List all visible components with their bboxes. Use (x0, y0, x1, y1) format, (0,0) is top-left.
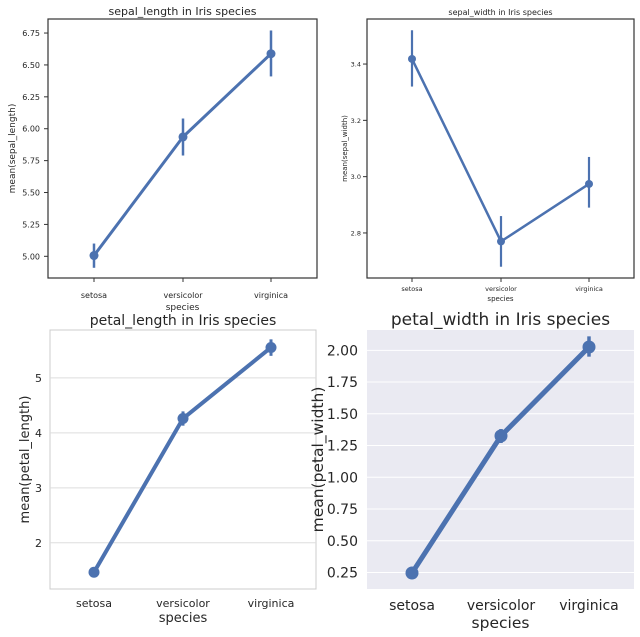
data-point (88, 566, 100, 578)
data-point (178, 132, 188, 142)
y-tick-label: 3.0 (351, 173, 361, 181)
chart-title: petal_width in Iris species (391, 310, 610, 330)
y-tick-label: 5.00 (22, 252, 40, 261)
y-tick-label: 0.25 (327, 565, 358, 581)
y-tick-label: 4 (35, 427, 42, 440)
y-tick-label: 1.50 (327, 407, 358, 423)
data-point (408, 54, 416, 63)
subplot-1: 5.00 5.25 5.50 5.75 6.00 6.25 6.50 6.75 setosa ve… (8, 5, 318, 313)
y-tick-label: 5.75 (22, 157, 40, 166)
y-tick-label: 5.50 (22, 189, 40, 198)
chart-title: sepal_length in Iris species (109, 5, 257, 18)
x-axis-label: species (159, 611, 208, 626)
x-axis-label: species (487, 295, 513, 303)
subplot-3: 2 3 4 5 setosa versicolor virginica petal_lengt… (18, 313, 317, 626)
x-tick-label: setosa (81, 291, 107, 300)
y-tick-label: 2.00 (327, 343, 358, 359)
data-point (177, 413, 189, 425)
x-tick-label: versicolor (485, 285, 517, 293)
y-tick-label: 2.8 (351, 229, 361, 237)
y-tick-label: 0.50 (327, 534, 358, 550)
x-axis-label: species (472, 614, 530, 632)
x-tick-label: setosa (76, 597, 112, 610)
y-tick-label: 3.2 (351, 117, 361, 125)
data-point (497, 237, 505, 246)
x-axis-label: species (166, 303, 200, 313)
x-tick-label: setosa (389, 598, 435, 614)
plot-area (367, 330, 634, 589)
y-tick-label: 5 (35, 372, 42, 385)
y-tick-label: 6.00 (22, 125, 40, 134)
data-point (494, 429, 508, 443)
y-tick-label: 1.00 (327, 470, 358, 486)
data-point (266, 49, 276, 59)
y-tick-label: 5.25 (22, 220, 40, 229)
y-tick-label: 6.75 (22, 29, 40, 38)
data-point (585, 179, 593, 188)
x-tick-label: setosa (401, 285, 422, 293)
data-point (265, 341, 277, 353)
plot-area (49, 329, 317, 590)
y-axis-label: mean(sepal_width) (341, 115, 349, 182)
y-tick-label: 2 (35, 537, 42, 550)
y-tick-label: 3 (35, 482, 42, 495)
y-axis-label: mean(petal_length) (18, 396, 33, 524)
x-tick-label: versicolor (467, 598, 536, 614)
x-tick-label: virginica (575, 285, 603, 293)
y-tick-label: 1.75 (327, 375, 358, 391)
y-tick-label: 0.75 (327, 502, 358, 518)
data-point (89, 251, 99, 261)
y-tick-label: 6.50 (22, 61, 40, 70)
x-tick-label: virginica (254, 291, 288, 300)
y-tick-label: 3.4 (351, 61, 361, 69)
data-point (582, 340, 596, 354)
data-point (405, 566, 419, 580)
chart-title: petal_length in Iris species (90, 313, 277, 329)
y-tick-label: 1.25 (327, 439, 358, 455)
y-tick-label: 6.25 (22, 93, 40, 102)
x-tick-label: virginica (248, 597, 295, 610)
subplot-4: 0.25 0.50 0.75 1.00 1.25 1.50 1.75 2.00 setosa ve… (309, 310, 634, 632)
x-tick-label: virginica (559, 598, 619, 614)
chart-title: sepal_width in Iris species (448, 8, 552, 17)
x-tick-label: versicolor (156, 597, 210, 610)
subplot-2: 2.8 3.0 3.2 3.4 setosa versicolor virginica sep… (341, 8, 635, 303)
x-tick-label: versicolor (163, 291, 203, 300)
y-axis-label: mean(petal_width) (309, 387, 328, 533)
y-axis-label: mean(sepal_length) (8, 104, 18, 194)
